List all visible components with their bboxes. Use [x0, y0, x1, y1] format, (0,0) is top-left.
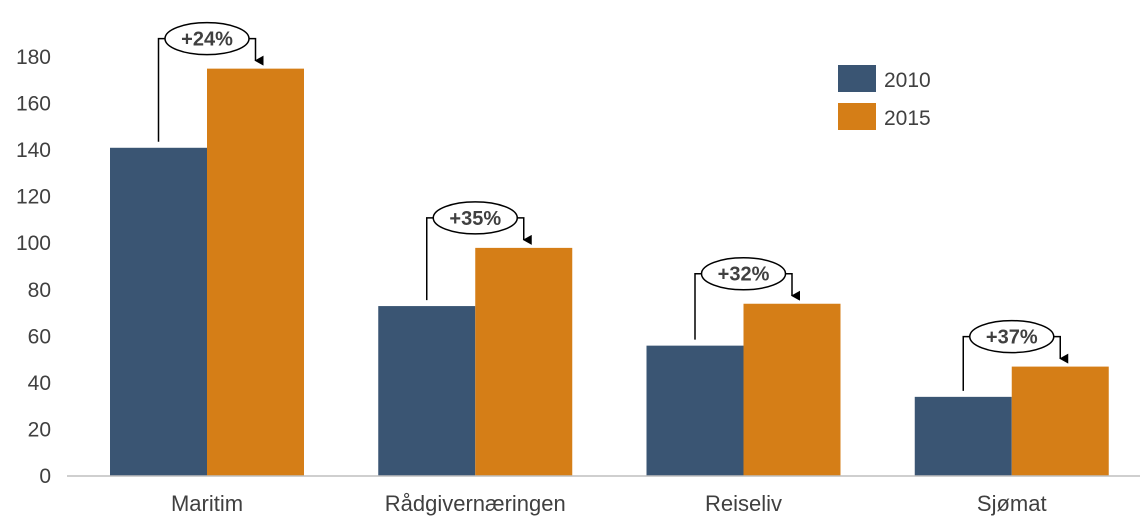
category-label: Sjømat: [977, 491, 1047, 516]
annotation-arrow: [785, 272, 800, 301]
bar-2015-1: [475, 247, 573, 476]
growth-label: +24%: [181, 29, 233, 51]
y-tick-label: 180: [16, 46, 51, 69]
growth-annotations: +24% +35% +32% +37%: [157, 21, 1069, 391]
legend-swatch-2010: [838, 65, 876, 92]
legend-label: 2010: [884, 69, 931, 92]
annotation-arrow: [517, 217, 532, 245]
legend-label: 2015: [884, 107, 931, 130]
y-tick-label: 80: [28, 279, 51, 302]
legend: 2010 2015: [838, 65, 931, 130]
bar-2015-0: [207, 68, 304, 476]
category-label: Reiseliv: [705, 491, 782, 516]
growth-label: +37%: [986, 327, 1038, 349]
y-tick-label: 100: [16, 232, 51, 255]
annotation-oval: [700, 256, 787, 291]
y-tick-label: 60: [28, 325, 51, 348]
legend-swatch-2015: [838, 103, 876, 130]
y-axis: 0 20 40 60 80 100 120 140 160 180: [16, 46, 51, 488]
annotation-arrow: [1053, 335, 1069, 364]
y-tick-label: 120: [16, 186, 51, 209]
annotation-bracket-left: [426, 217, 434, 301]
y-tick-label: 0: [39, 465, 51, 488]
category-label: Rådgivernæringen: [385, 491, 566, 516]
annotation-bracket-left: [157, 37, 165, 142]
y-tick-label: 40: [28, 372, 51, 395]
annotation-oval: [164, 21, 250, 56]
y-tick-label: 160: [16, 93, 51, 116]
growth-label: +35%: [449, 208, 501, 230]
annotation-oval: [969, 319, 1055, 354]
bar-2015-2: [743, 303, 841, 476]
bar-2010-2: [646, 345, 744, 476]
annotation-oval: [432, 201, 518, 235]
category-label: Maritim: [171, 491, 243, 516]
bar-2010-1: [378, 306, 476, 476]
bar-2015-3: [1011, 366, 1109, 476]
annotation-arrow: [249, 37, 264, 66]
annotation-bracket-left: [694, 272, 702, 340]
y-tick-label: 20: [28, 418, 51, 441]
bar-2010-3: [914, 396, 1012, 476]
y-tick-label: 140: [16, 139, 51, 162]
growth-label: +32%: [718, 264, 770, 286]
bar-2010-0: [110, 147, 207, 477]
annotation-bracket-left: [962, 335, 970, 391]
x-axis: Maritim Rådgivernæringen Reiseliv Sjømat: [67, 475, 1140, 516]
bars: [110, 68, 1109, 477]
